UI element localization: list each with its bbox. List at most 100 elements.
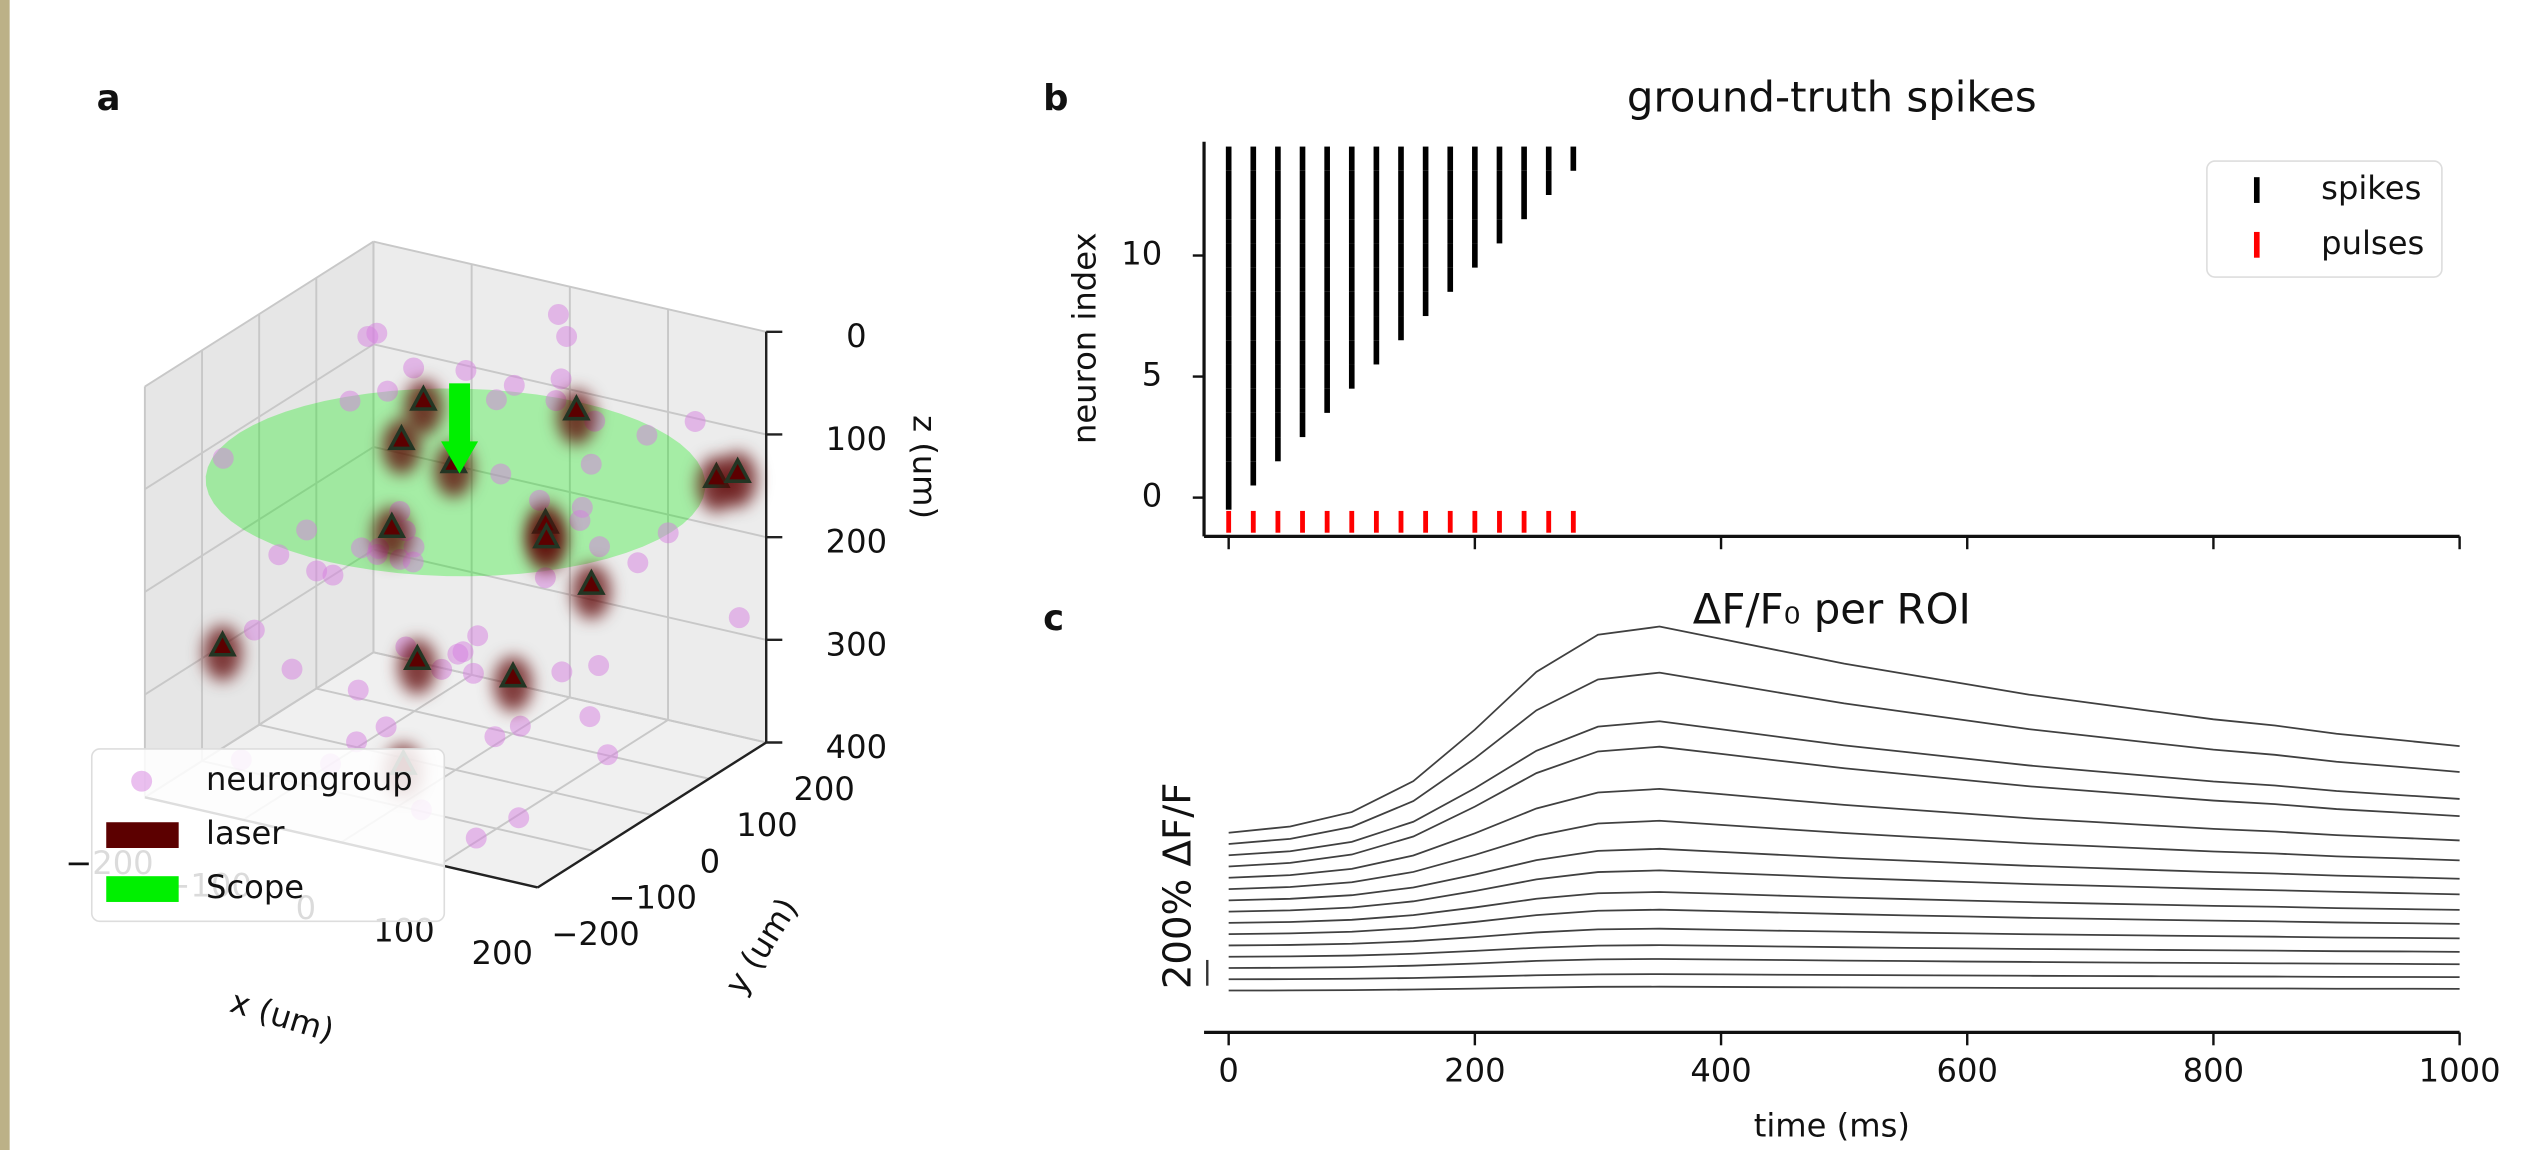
neuron-point [556,326,578,347]
neuron-point [657,522,679,544]
x-axis-label: x (um) [226,982,339,1049]
neuron-point [339,390,361,412]
z-tick-label: 100 [826,420,887,458]
chart-title: ground-truth spikes [1627,72,2037,121]
neuron-point [347,679,369,701]
grid-line [144,343,374,491]
laser-target [562,394,591,421]
y-tick-label: 5 [1142,356,1162,394]
legend-label: pulses [2321,224,2424,262]
trace [1228,720,2460,857]
neuron-point [375,716,397,738]
x-tick-label: 800 [2183,1052,2244,1090]
neuron-point [465,827,487,849]
x-tick-label: 0 [1218,1052,1238,1090]
neuron-point [589,536,610,558]
laser-target [387,423,416,451]
z-tick-label: 400 [826,728,887,766]
trace [1228,985,2460,992]
neuron-point [462,662,484,684]
x-tick-label: 1000 [2419,1052,2501,1090]
panel-label: c [1043,598,1064,639]
neuron-point [684,411,706,432]
neuron-point [550,368,572,390]
neuron-point [455,359,477,381]
axis-line [536,741,767,889]
page-edge [0,0,10,1150]
neuron-point [597,744,619,766]
x-tick-label: 400 [1690,1052,1751,1090]
trace [1228,745,2460,868]
scope-arrow-shaft [449,383,471,448]
y-tick-label: −200 [551,915,639,953]
grid-line [373,548,767,641]
y-tick-label: 10 [1121,235,1162,273]
y-tick-label: 200 [793,770,854,808]
trace [1228,944,2460,958]
legend-marker [106,822,179,849]
laser-target [498,661,528,688]
scope-arrow-head [441,441,479,474]
trace [1228,625,2460,834]
trace [1228,908,2460,936]
neuron-point [403,357,425,379]
laser-target [403,643,432,671]
z-axis-label: z (um) [905,415,943,519]
grid-line [258,723,653,816]
neuron-point [350,537,372,559]
neuron-point [636,424,658,446]
x-tick-label: 600 [1937,1052,1998,1090]
laser-target [532,521,561,549]
legend-box [90,748,446,923]
neuron-point [268,544,290,566]
z-tick-label: 0 [846,317,866,355]
trace [1228,927,2460,947]
laser-target [723,456,752,483]
neuron-point [306,560,328,582]
trace [1228,788,2460,879]
legend-marker [106,876,179,902]
scale-bar-label: 200% ΔF/F [1155,783,1200,990]
legend-box [2206,160,2443,278]
neuron-point [281,658,303,680]
y-tick-label: 0 [1142,477,1162,515]
neuron-point [509,715,531,737]
y-tick-label: 100 [736,806,797,844]
trace [1228,819,2460,890]
panel-a-overlay: −200−1000100200−200−10001002000100200300… [65,78,943,1050]
x-tick-label: 200 [472,934,533,972]
z-tick-label: 300 [826,625,887,663]
neuron-point [588,655,610,676]
neuron-point [579,706,601,728]
y-tick-label: 0 [700,842,720,880]
neuron-point [580,453,602,475]
z-tick-label: 200 [826,523,887,561]
panel-label: b [1043,78,1068,119]
legend-label: laser [206,814,285,852]
laser-target [377,511,407,538]
neuron-point [490,463,512,485]
y-axis-label: y (um) [717,891,805,1001]
trace [1228,891,2460,924]
grid-line [316,687,710,780]
trace [1228,973,2460,981]
grid-line [373,240,767,333]
x-tick-label: 200 [1444,1052,1505,1090]
neuron-point [377,380,398,402]
neuron-point [357,325,379,347]
trace [1228,958,2460,969]
neuron-point [467,625,489,647]
laser-target [208,630,237,657]
grid-line [144,446,374,593]
neuron-point [534,567,556,589]
neuron-point [212,447,234,469]
neuron-point [508,807,530,829]
neuron-point [346,731,368,753]
trace [1228,869,2460,913]
neuron-point [627,552,649,574]
legend-marker [131,770,153,792]
neuron-point [547,304,569,325]
neuron-point [322,564,344,586]
panel-label: a [97,78,121,119]
